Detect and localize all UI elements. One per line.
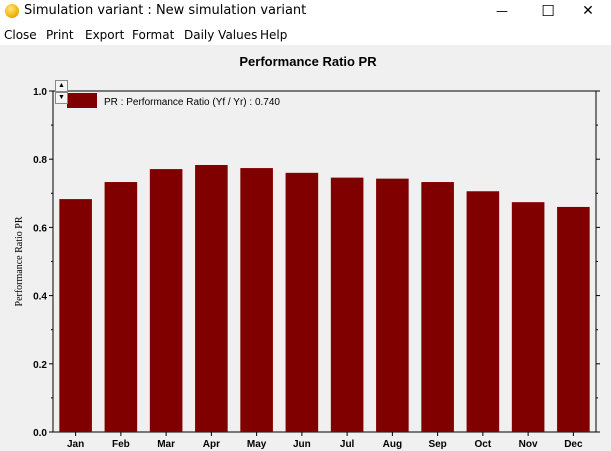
menu-format[interactable]: Format: [132, 28, 175, 42]
bar-mar: [149, 169, 183, 432]
menu-bar: Close Print Export Format Daily Values H…: [0, 25, 611, 45]
bar-nov: [511, 202, 545, 432]
bar-aug: [376, 178, 409, 432]
menu-help[interactable]: Help: [260, 28, 288, 42]
x-tick-label: Feb: [112, 439, 130, 450]
legend-label: PR : Performance Ratio (Yf / Yr) : 0.740: [104, 97, 280, 108]
bar-jun: [285, 172, 319, 432]
menu-print[interactable]: Print: [46, 28, 74, 42]
scroll-down-button[interactable]: ▼: [55, 92, 68, 104]
menu-close[interactable]: Close: [4, 28, 37, 42]
bar-oct: [466, 191, 500, 432]
bar-feb: [104, 182, 138, 432]
bar-apr: [195, 164, 228, 432]
y-axis-label: Performance Ratio PR: [14, 216, 25, 306]
x-tick-label: Apr: [203, 439, 220, 450]
bar-jul: [330, 177, 364, 432]
x-tick-label: Jul: [340, 439, 355, 450]
x-tick-label: May: [247, 439, 267, 450]
y-tick-label: 1.0: [33, 87, 47, 98]
bar-chart: Performance Ratio PR 0.0 0.2 0.4 0.6 0.8 1.0 Pe…: [14, 54, 600, 450]
close-window-icon[interactable]: ✕: [582, 3, 594, 19]
chart-title: Performance Ratio PR: [239, 54, 377, 69]
y-tick-label: 0.8: [33, 155, 47, 166]
bar-sep: [421, 182, 454, 432]
x-tick-label: Mar: [157, 439, 175, 450]
x-tick-label: Sep: [428, 439, 446, 450]
minimize-icon[interactable]: —: [496, 4, 508, 18]
y-tick-label: 0.6: [33, 223, 47, 234]
bar-dec: [557, 206, 590, 432]
x-tick-label: Nov: [519, 439, 538, 450]
x-tick-label: Dec: [564, 439, 583, 450]
menu-export[interactable]: Export: [85, 28, 125, 42]
bar-may: [240, 168, 273, 432]
scroll-up-button[interactable]: ▲: [55, 80, 68, 92]
y-tick-label: 0.0: [33, 428, 47, 439]
app-sun-icon: [5, 4, 19, 18]
menu-daily-values[interactable]: Daily Values: [184, 28, 258, 42]
x-tick-label: Oct: [475, 439, 492, 450]
legend-swatch: [67, 93, 97, 108]
bar-jan: [59, 199, 92, 432]
maximize-icon[interactable]: ☐: [541, 2, 555, 20]
y-tick-label: 0.4: [33, 292, 47, 303]
x-tick-label: Jun: [293, 439, 311, 450]
y-tick-label: 0.2: [33, 360, 47, 371]
x-tick-label: Jan: [67, 439, 84, 450]
x-tick-label: Aug: [383, 439, 402, 450]
window-title: Simulation variant : New simulation vari…: [24, 3, 307, 18]
chart-panel: Performance Ratio PR 0.0 0.2 0.4 0.6 0.8 1.0 Pe…: [0, 45, 611, 451]
title-bar: Simulation variant : New simulation vari…: [0, 0, 611, 24]
